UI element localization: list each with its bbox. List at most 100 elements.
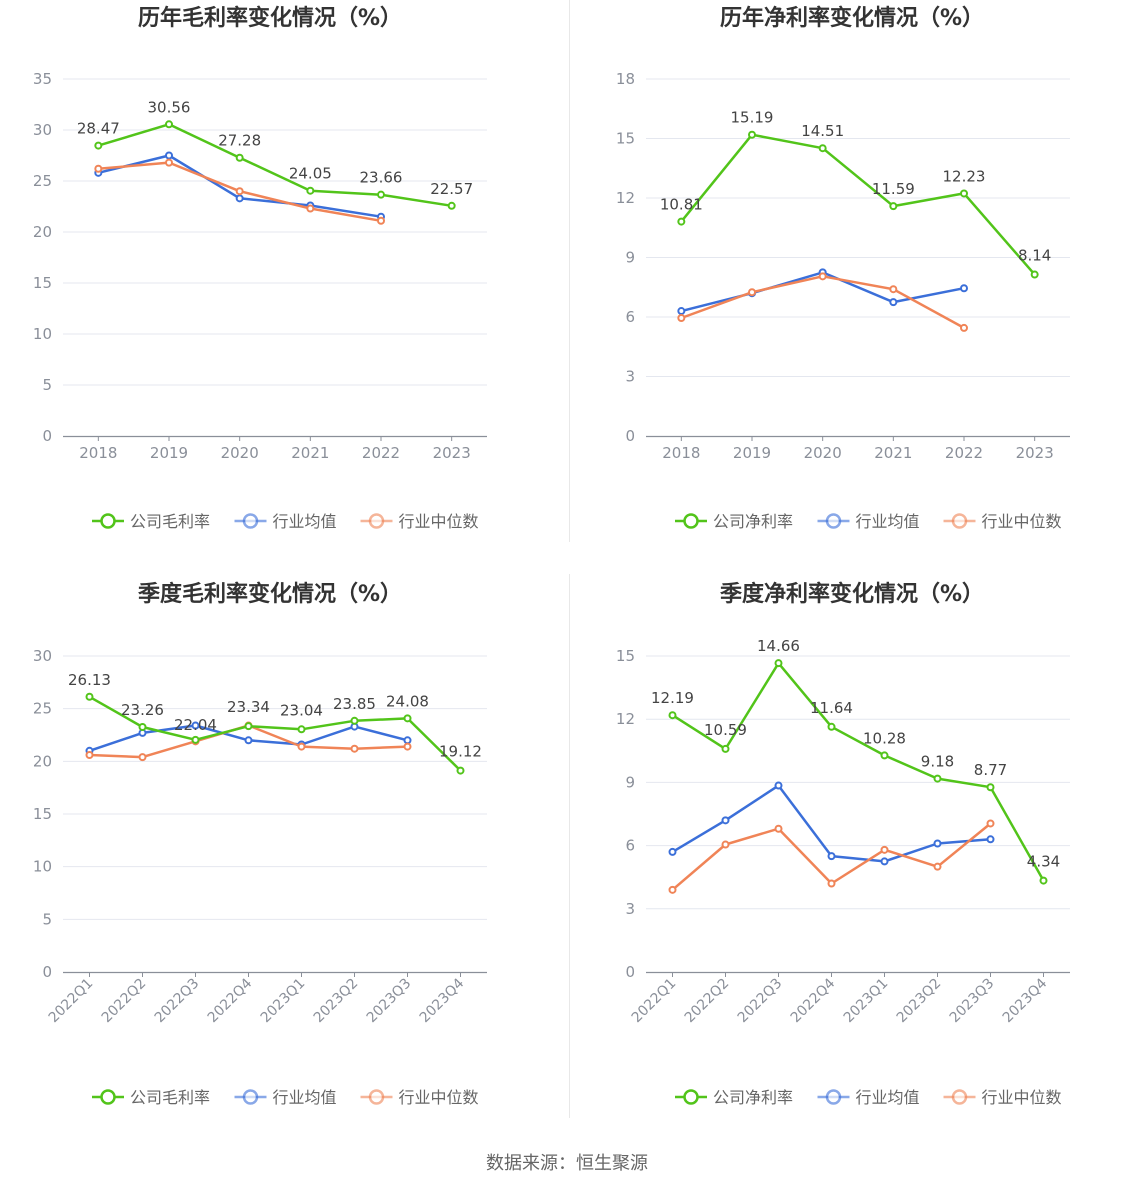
data-point-company bbox=[748, 130, 756, 139]
data-point-industry_median bbox=[960, 323, 968, 332]
y-tick-label: 15 bbox=[33, 805, 52, 823]
y-tick-label: 9 bbox=[625, 773, 635, 791]
y-tick-label: 12 bbox=[616, 710, 635, 728]
legend-item-industry_median[interactable]: 行业中位数 bbox=[943, 1088, 1062, 1107]
y-tick-label: 30 bbox=[33, 647, 52, 665]
data-label: 26.13 bbox=[68, 671, 111, 689]
data-label: 9.18 bbox=[921, 753, 954, 771]
data-point-industry_avg bbox=[165, 151, 173, 160]
data-label: 12.19 bbox=[651, 689, 694, 707]
x-tick-label: 2023Q1 bbox=[258, 976, 309, 1027]
chart-title: 历年净利率变化情况（%） bbox=[720, 5, 984, 31]
data-point-industry_median bbox=[297, 742, 306, 751]
y-tick-label: 6 bbox=[625, 308, 635, 326]
data-point-industry_median bbox=[85, 751, 94, 760]
y-tick-label: 0 bbox=[42, 963, 52, 981]
legend-item-industry_median[interactable]: 行业中位数 bbox=[943, 512, 1062, 531]
x-tick-label: 2018 bbox=[662, 444, 700, 462]
data-point-company bbox=[377, 190, 385, 199]
legend-item-industry_median[interactable]: 行业中位数 bbox=[360, 512, 479, 531]
data-point-company bbox=[138, 722, 147, 731]
legend-item-industry_avg[interactable]: 行业均值 bbox=[234, 512, 337, 531]
legend-circle-icon bbox=[825, 513, 842, 529]
data-label: 30.56 bbox=[148, 98, 191, 116]
legend-label: 行业均值 bbox=[273, 1088, 337, 1107]
chart-legend: 公司净利率 行业均值 行业中位数 bbox=[675, 512, 1062, 531]
data-point-industry_median bbox=[306, 204, 315, 213]
data-label: 8.77 bbox=[974, 761, 1007, 779]
data-point-company bbox=[986, 783, 995, 792]
data-label: 12.23 bbox=[943, 167, 986, 185]
legend-circle-icon bbox=[951, 1089, 968, 1105]
data-point-industry_median bbox=[668, 885, 677, 894]
data-point-company bbox=[933, 774, 942, 783]
x-tick-label: 2023Q2 bbox=[311, 976, 362, 1027]
data-point-industry_avg bbox=[235, 194, 244, 203]
legend-item-industry_median[interactable]: 行业中位数 bbox=[360, 1088, 479, 1107]
legend-circle-icon bbox=[242, 1089, 259, 1105]
data-point-company bbox=[165, 120, 173, 129]
x-tick-label: 2022Q1 bbox=[629, 976, 680, 1027]
x-tick-label: 2021 bbox=[291, 444, 329, 462]
data-point-industry_avg bbox=[933, 839, 942, 848]
x-tick-label: 2022Q3 bbox=[735, 976, 786, 1027]
legend-label: 行业中位数 bbox=[982, 1088, 1062, 1107]
y-tick-label: 30 bbox=[33, 121, 52, 139]
x-tick-label: 2019 bbox=[150, 444, 188, 462]
x-tick-label: 2022 bbox=[945, 444, 983, 462]
chart-title: 历年毛利率变化情况（%） bbox=[138, 5, 402, 31]
data-label: 23.85 bbox=[333, 695, 376, 713]
data-label: 23.04 bbox=[280, 701, 323, 719]
data-label: 22.57 bbox=[430, 180, 473, 198]
y-tick-label: 15 bbox=[33, 274, 52, 292]
y-tick-label: 9 bbox=[625, 249, 635, 267]
data-point-company bbox=[85, 692, 94, 701]
chart-legend: 公司毛利率 行业均值 行业中位数 bbox=[92, 512, 479, 531]
y-tick-label: 0 bbox=[625, 963, 635, 981]
legend-item-company[interactable]: 公司净利率 bbox=[675, 1088, 793, 1107]
data-point-industry_median bbox=[880, 845, 889, 854]
data-label: 23.66 bbox=[360, 169, 403, 187]
data-label: 22.04 bbox=[174, 716, 217, 734]
legend-item-company[interactable]: 公司毛利率 bbox=[92, 512, 210, 531]
x-tick-label: 2023Q4 bbox=[1000, 975, 1051, 1026]
x-tick-label: 2023 bbox=[1016, 444, 1054, 462]
data-point-industry_median bbox=[933, 862, 942, 871]
legend-circle-icon bbox=[825, 1089, 842, 1105]
data-point-company bbox=[721, 744, 730, 753]
legend-item-industry_avg[interactable]: 行业均值 bbox=[234, 1088, 337, 1107]
x-tick-label: 2022Q4 bbox=[788, 975, 839, 1026]
y-tick-label: 12 bbox=[616, 189, 635, 207]
data-point-industry_avg bbox=[880, 857, 889, 866]
legend-label: 公司毛利率 bbox=[130, 1088, 210, 1107]
series-line-company bbox=[680, 133, 1036, 276]
data-point-industry_avg bbox=[668, 847, 677, 856]
legend-label: 行业中位数 bbox=[982, 512, 1062, 531]
data-label: 19.12 bbox=[439, 743, 482, 761]
data-label: 28.47 bbox=[77, 120, 120, 138]
data-point-industry_median bbox=[350, 744, 359, 753]
data-point-industry_median bbox=[138, 753, 147, 762]
x-tick-label: 2022Q2 bbox=[682, 976, 733, 1027]
legend-item-company[interactable]: 公司净利率 bbox=[675, 512, 793, 531]
data-point-company bbox=[350, 716, 359, 725]
legend-label: 公司净利率 bbox=[713, 512, 793, 531]
data-point-company bbox=[827, 722, 836, 731]
data-label: 24.08 bbox=[386, 692, 429, 710]
data-label: 27.28 bbox=[218, 132, 261, 150]
x-tick-label: 2023Q3 bbox=[364, 976, 415, 1027]
legend-item-company[interactable]: 公司毛利率 bbox=[92, 1088, 210, 1107]
data-point-company bbox=[818, 144, 827, 153]
data-point-industry_median bbox=[818, 272, 827, 281]
data-point-company bbox=[244, 722, 253, 731]
series-line-company bbox=[671, 661, 1045, 882]
y-tick-label: 15 bbox=[616, 647, 635, 665]
data-point-company bbox=[94, 141, 103, 150]
data-point-industry_median bbox=[748, 288, 756, 297]
legend-label: 行业均值 bbox=[856, 512, 920, 531]
legend-item-industry_avg[interactable]: 行业均值 bbox=[817, 1088, 920, 1107]
series-line-company bbox=[88, 695, 462, 772]
legend-label: 公司毛利率 bbox=[130, 512, 210, 531]
legend-item-industry_avg[interactable]: 行业均值 bbox=[817, 512, 920, 531]
data-point-industry_avg bbox=[721, 816, 730, 825]
